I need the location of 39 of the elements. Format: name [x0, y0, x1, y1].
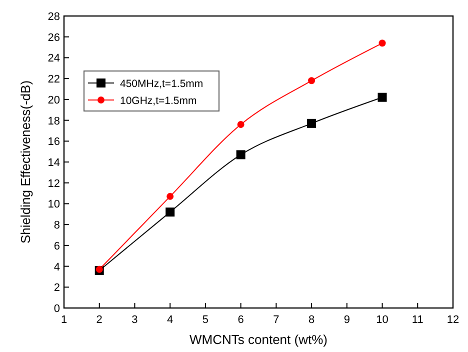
- y-tick-label: 22: [48, 74, 60, 86]
- point: [237, 120, 244, 128]
- point: [378, 92, 387, 102]
- x-tick-label: 8: [308, 314, 315, 326]
- y-tick-label: 16: [48, 136, 60, 148]
- x-axis-title: WMCNTs content (wt%): [190, 332, 328, 347]
- x-tick-label: 3: [132, 314, 138, 326]
- x-tick-label: 9: [344, 314, 350, 326]
- x-tick-label: 10: [376, 314, 388, 326]
- y-tick-label: 0: [54, 303, 60, 315]
- x-tick-label: 5: [202, 314, 209, 326]
- x-tick-label: 11: [412, 314, 424, 326]
- y-tick-label: 26: [48, 32, 60, 44]
- point: [166, 192, 174, 200]
- legend-label: 10GHz,t=1.5mm: [120, 95, 197, 107]
- y-tick-label: 10: [48, 198, 60, 211]
- point: [236, 150, 246, 160]
- y-tick-label: 14: [48, 157, 60, 169]
- point: [378, 40, 386, 47]
- y-axis-title: Shielding Effectiveness(-dB): [18, 80, 33, 244]
- x-tick-label: 4: [167, 314, 174, 326]
- point: [307, 118, 316, 128]
- y-tick-label: 2: [54, 282, 60, 294]
- point: [166, 208, 175, 217]
- y-tick-label: 4: [54, 261, 60, 274]
- point: [308, 77, 316, 84]
- y-tick-label: 24: [48, 52, 60, 65]
- y-tick-label: 18: [48, 115, 60, 128]
- y-tick-label: 8: [54, 220, 60, 232]
- x-tick-label: 6: [238, 314, 244, 326]
- y-tick-label: 12: [48, 178, 60, 190]
- y-tick-label: 20: [48, 94, 60, 106]
- x-tick-label: 7: [273, 314, 280, 326]
- y-tick-label: 6: [54, 240, 60, 252]
- x-tick-label: 12: [446, 314, 460, 326]
- x-tick-label: 1: [60, 314, 68, 326]
- legend-label: 450MHz,t=1.5mm: [120, 78, 204, 90]
- x-tick-label: 2: [96, 314, 102, 326]
- y-tick-label: 28: [48, 11, 60, 23]
